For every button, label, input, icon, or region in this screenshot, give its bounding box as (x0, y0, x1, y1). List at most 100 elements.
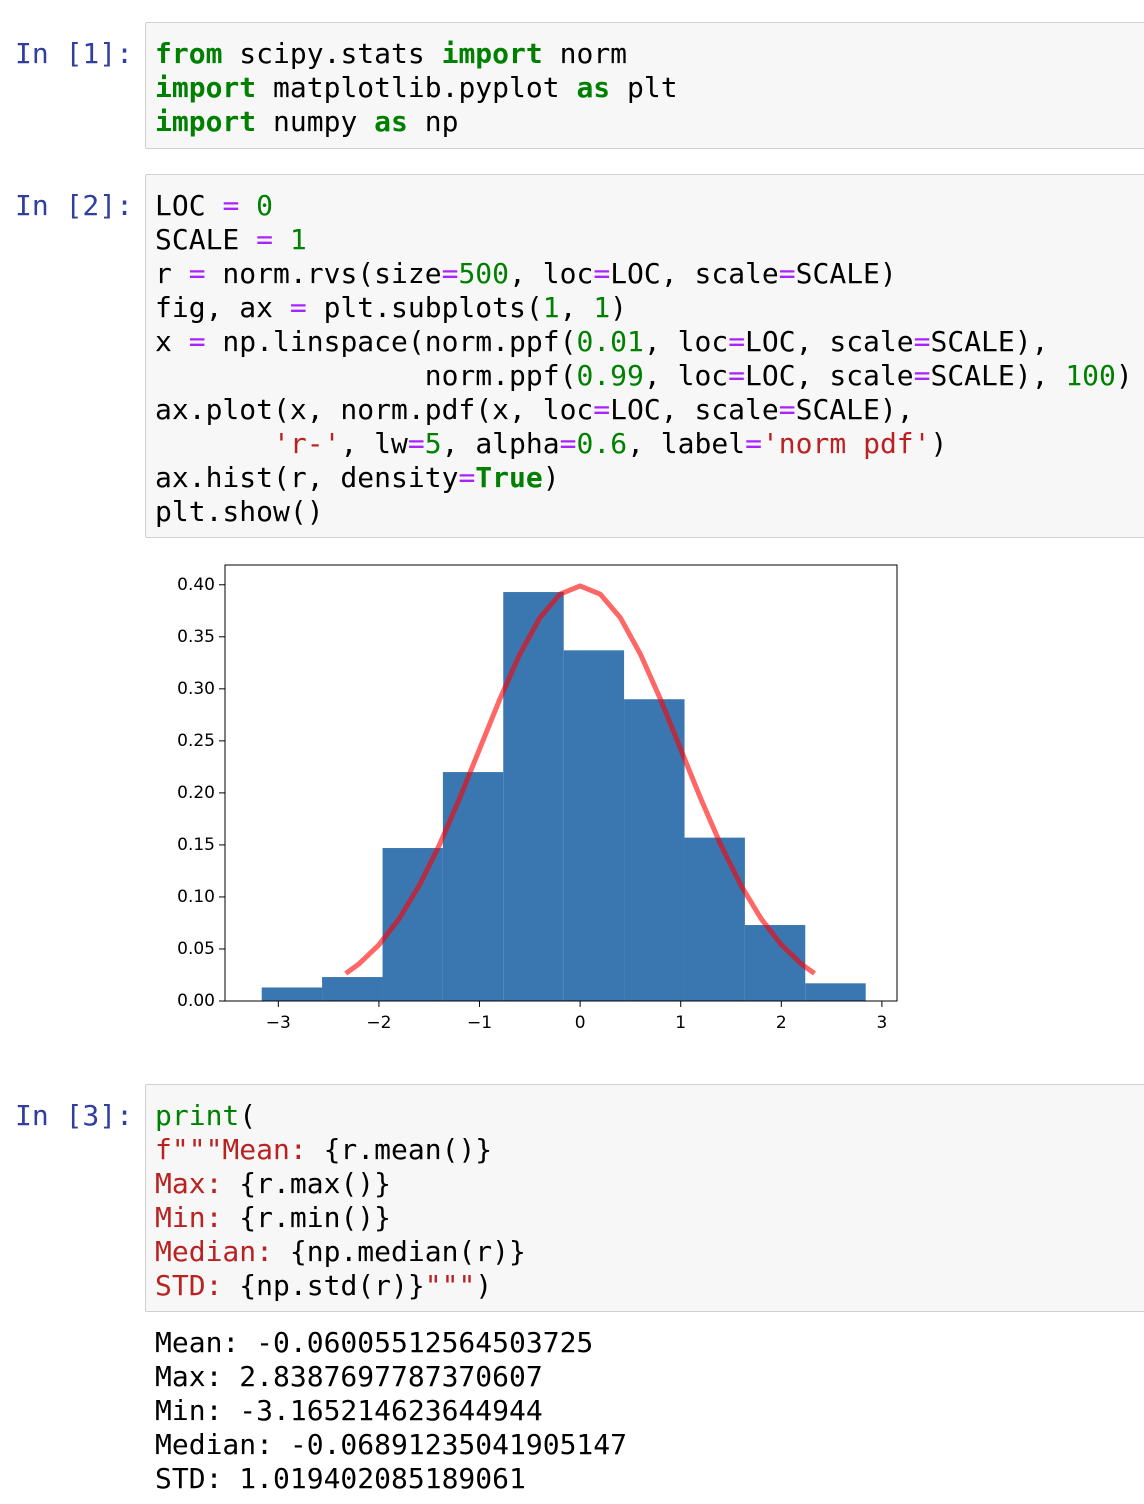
y-tick-label: 0.25 (177, 731, 215, 751)
code-token: LOC, scale (610, 393, 779, 426)
code-token: = (745, 427, 762, 460)
code-token (155, 427, 273, 460)
code-lines: print(f"""Mean: {r.mean()} Max: {r.max()}… (155, 1099, 526, 1303)
code-token: 'norm pdf' (761, 427, 931, 460)
cell-prompt: In [2]: (15, 189, 134, 222)
code-token: as (576, 71, 611, 104)
output-line: Median: -0.06891235041905147 (155, 1428, 628, 1461)
code-line: ax.hist(r, density=True) (155, 461, 1133, 495)
code-token: plt (610, 71, 678, 104)
code-token: LOC, scale (745, 325, 914, 358)
code-token: import (155, 105, 257, 138)
code-token: , (559, 291, 594, 324)
x-tick-label: −2 (366, 1013, 391, 1033)
code-cell (145, 174, 1144, 538)
code-token: {np.std(r)} (239, 1269, 425, 1302)
code-token: = (728, 359, 746, 392)
code-token: ( (239, 1099, 257, 1132)
y-tick-label: 0.20 (177, 783, 215, 803)
cell-prompt: In [3]: (15, 1099, 134, 1132)
code-token: SCALE) (795, 257, 897, 290)
histogram-bar (563, 650, 625, 1001)
pdf-line (344, 583, 816, 976)
code-line: plt.show() (155, 495, 1133, 529)
histogram-bar (261, 987, 323, 1001)
code-token: matplotlib.pyplot (256, 71, 577, 104)
code-token: SCALE (155, 223, 257, 256)
code-lines: from scipy.stats import norm import matpl… (155, 37, 678, 139)
code-token: 1 (593, 291, 611, 324)
code-token: = (188, 325, 206, 358)
code-token: norm.rvs(size (205, 257, 442, 290)
code-token: 500 (458, 257, 510, 290)
code-token: x (155, 325, 189, 358)
code-token: norm (542, 37, 628, 70)
code-line: f"""Mean: {r.mean()} (155, 1133, 526, 1167)
code-token: LOC (155, 189, 223, 222)
x-tick-label: 1 (675, 1013, 686, 1033)
cell-prompt: In [1]: (15, 37, 134, 70)
code-token: numpy (256, 105, 375, 138)
code-token: = (441, 257, 459, 290)
code-cell (145, 1084, 1144, 1312)
code-token: Max: (155, 1167, 240, 1200)
code-token: = (289, 291, 307, 324)
code-line: LOC = 0 (155, 189, 1133, 223)
code-token: SCALE), (795, 393, 914, 426)
axes-frame (224, 564, 898, 1002)
code-token: {r.mean()} (323, 1133, 493, 1166)
code-token: LOC, scale (745, 359, 914, 392)
code-token: r (155, 257, 189, 290)
code-token: SCALE), (930, 359, 1066, 392)
y-tick-label: 0.40 (177, 575, 215, 595)
code-token: norm.ppf( (155, 359, 577, 392)
code-line: x = np.linspace(norm.ppf(0.01, loc=LOC, … (155, 325, 1133, 359)
code-line: 'r-', lw=5, alpha=0.6, label='norm pdf') (155, 427, 1133, 461)
code-token: fig, ax (155, 291, 290, 324)
figure: −3 −2 −1 0 1 2 3 0.00 0.05 0.10 0.15 0.20 0.25 0.30 0.… (177, 564, 898, 1033)
code-token: {np.median(r)} (289, 1235, 526, 1268)
output-line: Max: 2.8387697787370607 (155, 1360, 543, 1393)
output-line: Mean: -0.06005512564503725 (155, 1326, 594, 1359)
code-token: 0.01 (576, 325, 644, 358)
code-token: from (155, 37, 223, 70)
code-line: Median: {np.median(r)} (155, 1235, 526, 1269)
code-token: ax.hist(r, density (155, 461, 459, 494)
code-token: {r.min()} (239, 1201, 392, 1234)
code-token: ) (475, 1269, 493, 1302)
code-token: = (407, 427, 425, 460)
histogram-bar (684, 837, 745, 1001)
x-tick-label: 0 (575, 1013, 586, 1033)
y-tick-label: 0.10 (177, 887, 215, 907)
code-token: , loc (643, 359, 729, 392)
code-token: {r.max()} (239, 1167, 392, 1200)
code-token: = (778, 257, 796, 290)
code-token: = (778, 393, 796, 426)
code-token: = (222, 189, 240, 222)
code-token: = (458, 461, 476, 494)
cell-output: Mean: -0.06005512564503725 Max: 2.8387697… (155, 1326, 627, 1496)
code-token (273, 223, 290, 256)
code-token: np.linspace(norm.ppf( (205, 325, 577, 358)
code-token: 'r-' (273, 427, 341, 460)
output-line: STD: 1.019402085189061 (155, 1462, 526, 1495)
code-token: 1 (289, 223, 307, 256)
code-token: ) (542, 461, 560, 494)
code-line: norm.ppf(0.99, loc=LOC, scale=SCALE), 10… (155, 359, 1133, 393)
y-tick-label: 0.30 (177, 679, 215, 699)
code-token: = (728, 325, 746, 358)
code-token: plt.subplots( (306, 291, 543, 324)
code-token: STD: (155, 1269, 240, 1302)
code-cell (145, 22, 1144, 149)
y-tick-label: 0.05 (177, 939, 215, 959)
code-token: = (593, 393, 611, 426)
code-token: ) (1115, 359, 1133, 392)
code-token: ) (610, 291, 628, 324)
code-token: import (155, 71, 257, 104)
code-token: , label (627, 427, 746, 460)
code-token: plt.show() (155, 495, 324, 528)
code-token: , lw (340, 427, 408, 460)
code-token: , loc (509, 257, 594, 290)
